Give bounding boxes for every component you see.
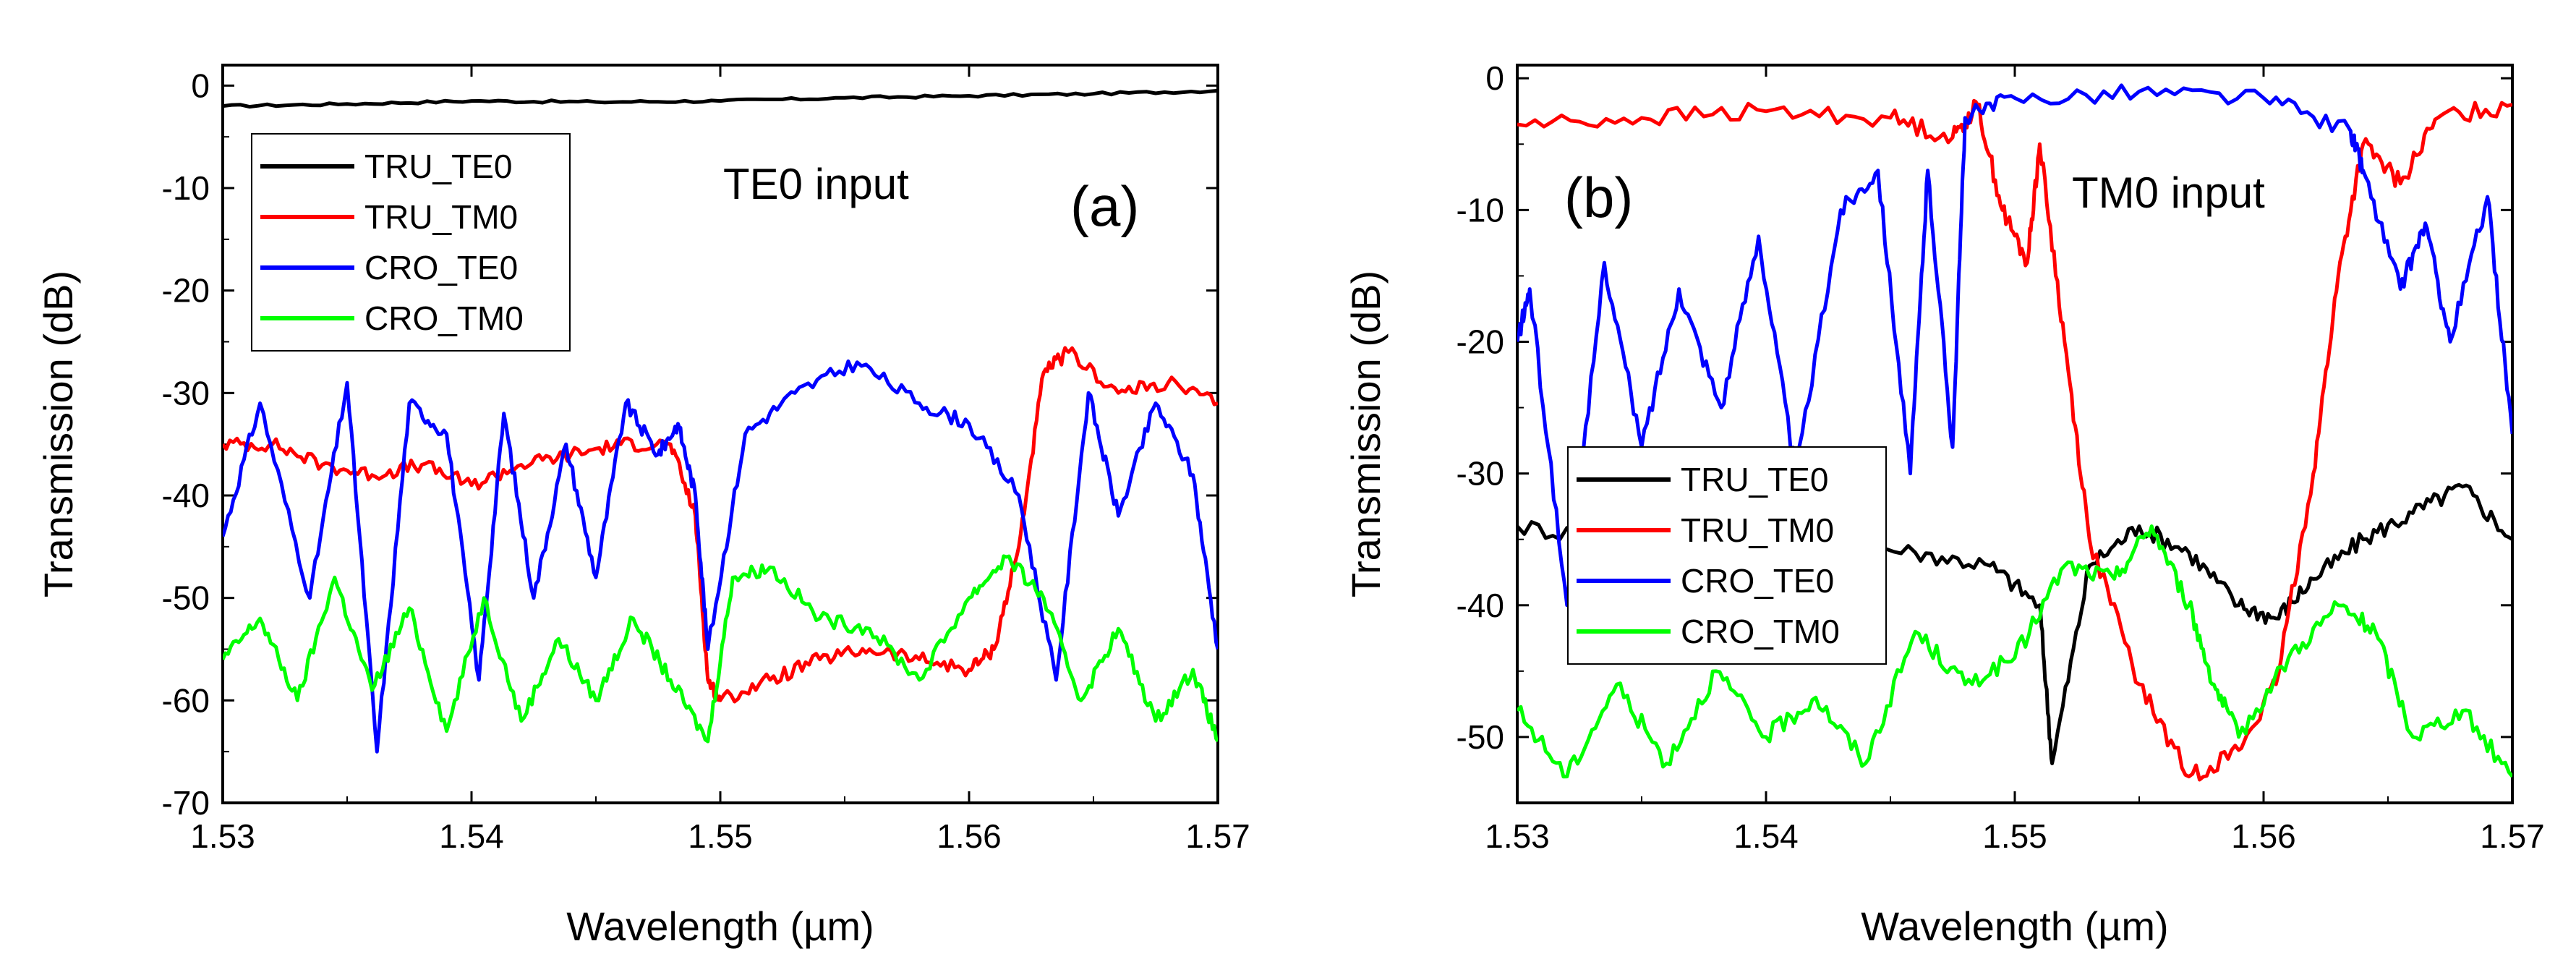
legend-label: CRO_TM0	[1681, 613, 1840, 650]
axis-ticks-b: 1.53 1.54 1.55 1.56 1.57 0 -10 -20 -30 -40 -50	[1457, 59, 2545, 855]
annotation-b: TM0 input	[2072, 169, 2265, 217]
y-tick-label: -70	[162, 784, 210, 822]
chart-panel-a: 1.53 1.54 1.55 1.56 1.57 0 -10 -20 -30 -40 -50 -60 -…	[35, 64, 1250, 949]
legend-label: CRO_TE0	[364, 249, 518, 286]
series-line-cro-te0	[223, 359, 1218, 754]
y-tick-label: -20	[162, 272, 210, 310]
y-tick-label: 0	[191, 67, 210, 104]
y-tick-label: 0	[1485, 59, 1504, 97]
legend-label: CRO_TE0	[1681, 562, 1834, 600]
legend-label: TRU_TM0	[364, 198, 518, 236]
y-tick-label: -30	[1457, 455, 1504, 493]
x-tick-label: 1.53	[1485, 817, 1550, 855]
legend-b: TRU_TE0 TRU_TM0 CRO_TE0 CRO_TM0	[1567, 446, 1887, 665]
x-tick-label: 1.54	[1733, 817, 1799, 855]
y-axis-title-b: Transmission (dB)	[1343, 271, 1389, 597]
series-line-cro-tm0	[1517, 524, 2512, 779]
legend-label: CRO_TM0	[364, 299, 524, 337]
series-layer-b	[1517, 83, 2512, 782]
series-line-tru-te0	[223, 88, 1218, 109]
x-tick-label: 1.55	[1982, 817, 2047, 855]
legend-a: TRU_TE0 TRU_TM0 CRO_TE0 CRO_TM0	[251, 133, 571, 352]
legend-label: TRU_TM0	[1681, 511, 1834, 549]
series-line-tru-tm0	[1517, 98, 2512, 782]
annotation-a: TE0 input	[723, 160, 909, 208]
plot-area-frame-b	[1516, 64, 2514, 804]
y-axis-title-a: Transmission (dB)	[35, 271, 81, 597]
series-line-cro-tm0	[223, 554, 1218, 744]
x-tick-label: 1.54	[439, 817, 504, 855]
y-tick-label: -60	[162, 681, 210, 719]
x-tick-label: 1.57	[2480, 817, 2545, 855]
legend-box-a	[251, 133, 571, 352]
x-axis-title-b: Wavelength (µm)	[1861, 903, 2168, 949]
y-tick-label: -10	[1457, 191, 1504, 229]
legend-label: TRU_TE0	[1681, 461, 1828, 498]
y-tick-label: -30	[162, 374, 210, 412]
legend-box-b	[1567, 446, 1887, 665]
y-tick-label: -50	[162, 579, 210, 617]
x-tick-label: 1.57	[1185, 817, 1250, 855]
y-tick-label: -40	[1457, 587, 1504, 624]
panel-label-b: (b)	[1564, 166, 1633, 229]
x-tick-label: 1.56	[2231, 817, 2296, 855]
x-tick-label: 1.53	[190, 817, 255, 855]
x-tick-label: 1.55	[688, 817, 753, 855]
axis-ticks-a: 1.53 1.54 1.55 1.56 1.57 0 -10 -20 -30 -40 -50 -60 -…	[162, 65, 1250, 855]
legend-label: TRU_TE0	[364, 148, 512, 185]
y-tick-label: -50	[1457, 718, 1504, 756]
series-layer-a	[223, 88, 1218, 754]
panel-label-a: (a)	[1070, 174, 1139, 238]
y-tick-label: -20	[1457, 323, 1504, 361]
chart-panel-b: 1.53 1.54 1.55 1.56 1.57 0 -10 -20 -30 -40 -50 TRU…	[1343, 59, 2545, 949]
y-tick-label: -10	[162, 169, 210, 207]
series-line-tru-tm0	[223, 346, 1218, 704]
x-tick-label: 1.56	[937, 817, 1002, 855]
x-axis-title-a: Wavelength (µm)	[566, 903, 874, 949]
y-tick-label: -40	[162, 477, 210, 514]
